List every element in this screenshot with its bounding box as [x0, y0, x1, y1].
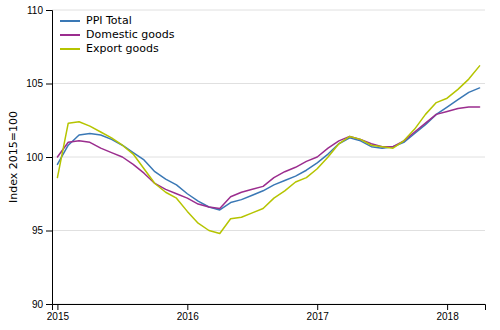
- grid-line: [52, 230, 485, 231]
- legend-label: Domestic goods: [86, 28, 175, 41]
- x-tick-mark: [187, 304, 188, 310]
- y-tick-mark: [46, 157, 52, 158]
- y-tick: 100: [26, 152, 52, 163]
- grid-line: [52, 83, 485, 84]
- chart: 2015 2016 2017 2018 90 95 100 105 110 PPI TotalDo…: [0, 0, 500, 330]
- y-tick-mark: [46, 304, 52, 305]
- y-axis-line: [46, 11, 53, 305]
- series-line: [57, 107, 479, 208]
- y-tick: 95: [32, 225, 52, 236]
- legend-label: Export goods: [86, 42, 159, 55]
- y-tick-label: 90: [32, 299, 44, 310]
- x-axis-line: [53, 305, 486, 311]
- x-tick-label: 2017: [307, 311, 330, 322]
- grid-line: [52, 10, 485, 11]
- y-axis-title: Index 2015=100: [7, 111, 20, 203]
- plot-area: 2015 2016 2017 2018 90 95 100 105 110 PPI TotalDo…: [26, 5, 485, 322]
- x-tick: 2015: [47, 304, 70, 322]
- x-tick: 2016: [177, 304, 200, 322]
- legend-item: Domestic goods: [60, 28, 175, 41]
- series-line: [57, 66, 479, 234]
- y-axis: 90 95 100 105 110: [26, 5, 52, 310]
- x-tick-mark: [447, 304, 448, 310]
- x-tick-label: 2016: [177, 311, 200, 322]
- grid: [52, 10, 485, 304]
- x-axis: 2015 2016 2017 2018: [47, 304, 486, 322]
- x-tick: 2018: [436, 304, 459, 322]
- legend: PPI TotalDomestic goodsExport goods: [60, 14, 175, 55]
- y-tick: 90: [32, 299, 52, 310]
- y-tick-label: 100: [26, 152, 43, 163]
- x-tick: 2017: [307, 304, 330, 322]
- legend-swatch: [60, 48, 80, 50]
- series-group: [57, 66, 479, 234]
- legend-label: PPI Total: [86, 14, 132, 27]
- series-line: [57, 88, 479, 210]
- grid-line: [52, 157, 485, 158]
- x-tick-label: 2018: [436, 311, 459, 322]
- y-tick-mark: [46, 231, 52, 232]
- y-tick-label: 95: [32, 225, 44, 236]
- x-tick-mark: [57, 304, 58, 310]
- legend-swatch: [60, 34, 80, 36]
- x-tick-label: 2015: [47, 311, 70, 322]
- y-tick-mark: [46, 84, 52, 85]
- y-tick: 110: [27, 5, 52, 16]
- y-tick-label: 110: [27, 5, 43, 16]
- y-tick: 105: [26, 78, 52, 89]
- y-tick-mark: [46, 10, 52, 11]
- legend-item: PPI Total: [60, 14, 132, 27]
- y-tick-label: 105: [26, 78, 43, 89]
- x-tick-mark: [317, 304, 318, 310]
- legend-item: Export goods: [60, 42, 159, 55]
- legend-swatch: [60, 20, 80, 22]
